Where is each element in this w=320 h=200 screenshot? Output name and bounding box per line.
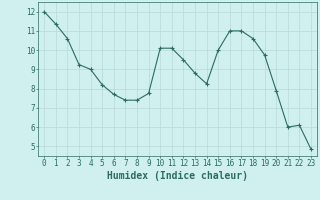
X-axis label: Humidex (Indice chaleur): Humidex (Indice chaleur) [107, 171, 248, 181]
